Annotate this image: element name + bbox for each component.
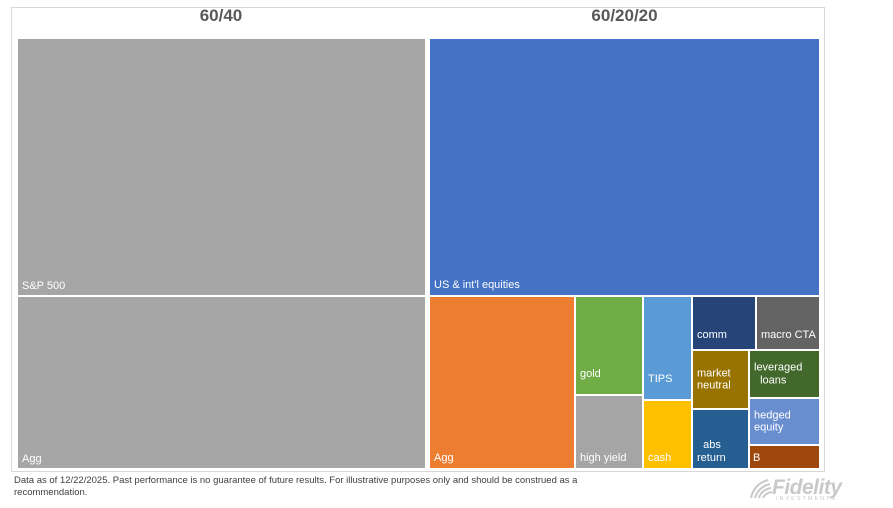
- fidelity-burst-icon: [750, 479, 773, 499]
- fidelity-logo: Fidelity INVESTMENTS: [748, 476, 878, 504]
- logo-wordmark: Fidelity: [772, 476, 842, 499]
- panel-title-60-20-20: 60/20/20: [591, 6, 658, 25]
- chart-frame: [11, 7, 825, 472]
- logo-tagline: INVESTMENTS: [776, 496, 838, 502]
- panel-title-60-40: 60/40: [199, 6, 243, 25]
- footnote: Data as of 12/22/2025. Past performance …: [14, 475, 578, 498]
